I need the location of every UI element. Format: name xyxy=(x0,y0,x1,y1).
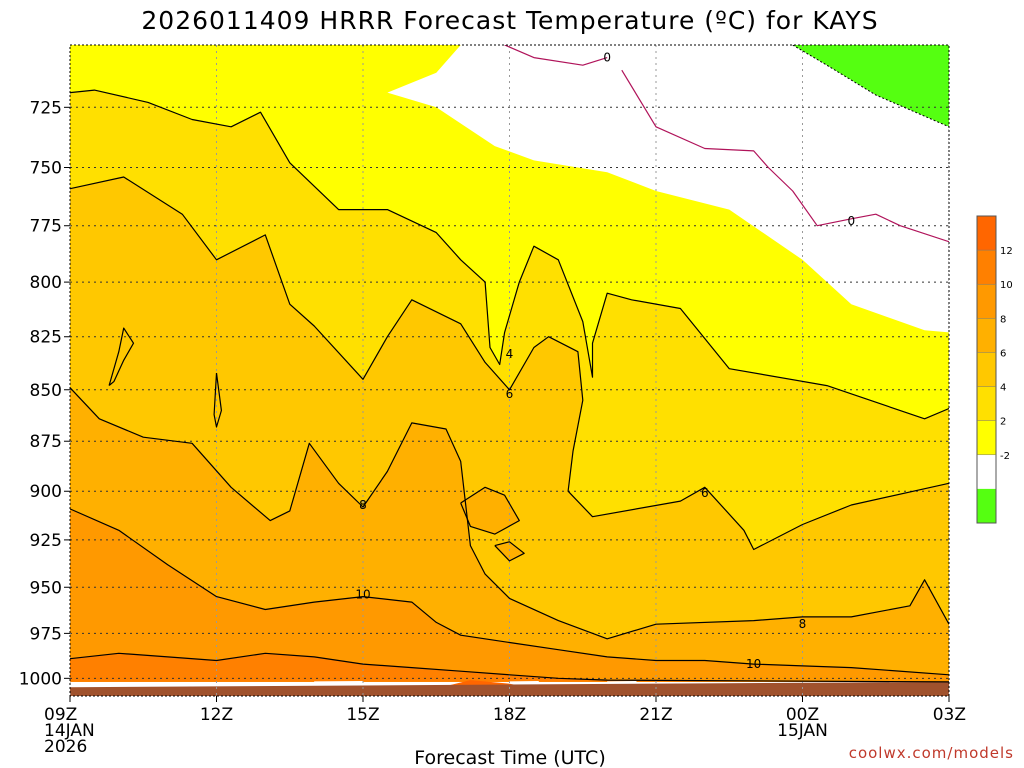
colorbar-band xyxy=(977,352,996,388)
contour-label: 0 xyxy=(848,214,856,228)
level-lt-neg2 xyxy=(792,45,949,127)
colorbar-tick-label: 12 xyxy=(1000,246,1013,257)
island-warm-left xyxy=(109,328,134,386)
level-8-10 xyxy=(70,508,949,682)
contour-labels: 0 0 4 6 6 8 8 10 10 xyxy=(355,51,856,671)
x-tick-label: 21Z xyxy=(639,705,672,725)
colorbar-frame xyxy=(976,215,997,524)
contour-label: 4 xyxy=(506,347,514,361)
y-tick-label: 1000 xyxy=(19,669,62,689)
y-tick-label: 775 xyxy=(30,217,62,237)
contour-label: 10 xyxy=(746,657,761,671)
colorbar-tick-label: 4 xyxy=(1000,383,1006,394)
colorbar-band xyxy=(977,386,996,422)
colorbar-band xyxy=(977,250,996,285)
contour-0a xyxy=(504,45,608,66)
colorbar-tick-label: 10 xyxy=(1000,280,1013,291)
colorbar-tick-label: 8 xyxy=(1000,314,1006,325)
colorbar-band xyxy=(977,420,996,456)
chart-title: 2026011409 HRRR Forecast Temperature (ºC… xyxy=(141,6,878,35)
contour-label: 10 xyxy=(355,588,370,602)
contour-10 xyxy=(70,652,949,683)
colorbar-tick-label: -2 xyxy=(1000,451,1010,462)
contour-neg2 xyxy=(792,45,949,128)
level-10-12 xyxy=(70,653,949,682)
y-tick-label: 925 xyxy=(30,531,62,551)
x-tick-label: 00Z xyxy=(786,705,819,725)
x-tick-label: 15Z xyxy=(346,705,379,725)
y-tick-label: 900 xyxy=(30,482,62,502)
contour-label: 0 xyxy=(603,51,611,65)
contour-island-left xyxy=(108,327,135,387)
x-tick-label: 2026 xyxy=(44,737,87,757)
contour-label: 8 xyxy=(799,617,807,631)
colorbar-band xyxy=(977,216,996,251)
island-warm-mid xyxy=(460,487,520,535)
contour-label: 6 xyxy=(701,486,709,500)
y-tick-label: 725 xyxy=(30,98,62,118)
contour-6 xyxy=(70,387,949,640)
x-tick-label: 12Z xyxy=(200,705,233,725)
colorbar-band xyxy=(977,284,996,319)
x-axis-label: Forecast Time (UTC) xyxy=(414,747,605,768)
x-tick-label: 14JAN xyxy=(44,721,95,741)
contour-8 xyxy=(70,508,949,676)
x-tick-label: 03Z xyxy=(933,705,966,725)
colorbar: 12 10 8 6 4 2 -2 xyxy=(976,215,1013,524)
y-tick-label: 800 xyxy=(30,273,62,293)
temperature-fill-layer xyxy=(70,45,949,696)
island-warm-small xyxy=(494,541,525,561)
credit-text: coolwx.com/models xyxy=(849,744,1014,762)
x-tick-label: 09Z xyxy=(44,705,77,725)
y-tick-label: 850 xyxy=(30,381,62,401)
colorbar-band xyxy=(977,488,996,524)
contour-spike-12z xyxy=(213,372,222,428)
contour-island-mid xyxy=(460,486,520,535)
colorbar-tick-label: 6 xyxy=(1000,348,1006,359)
y-axis-ticks: 725 750 775 800 825 850 875 900 925 950 975 1000 xyxy=(19,98,70,689)
x-tick-label: 15JAN xyxy=(777,721,828,741)
y-tick-label: 875 xyxy=(30,432,62,452)
colorbar-band xyxy=(977,454,996,490)
y-tick-label: 750 xyxy=(30,159,62,179)
level-neg2-0 xyxy=(387,45,949,333)
contour-lines xyxy=(70,45,949,683)
contour-0b xyxy=(621,69,949,243)
y-tick-label: 950 xyxy=(30,578,62,598)
colorbar-band xyxy=(977,318,996,353)
x-tick-label: 18Z xyxy=(493,705,526,725)
contour-4 xyxy=(70,176,949,551)
y-tick-label: 825 xyxy=(30,328,62,348)
contour-2 xyxy=(70,89,949,420)
contour-label: 8 xyxy=(359,498,367,512)
y-tick-label: 975 xyxy=(30,624,62,644)
contour-island-small xyxy=(494,541,525,562)
contour-label: 6 xyxy=(506,387,514,401)
colorbar-tick-label: 2 xyxy=(1000,417,1006,428)
